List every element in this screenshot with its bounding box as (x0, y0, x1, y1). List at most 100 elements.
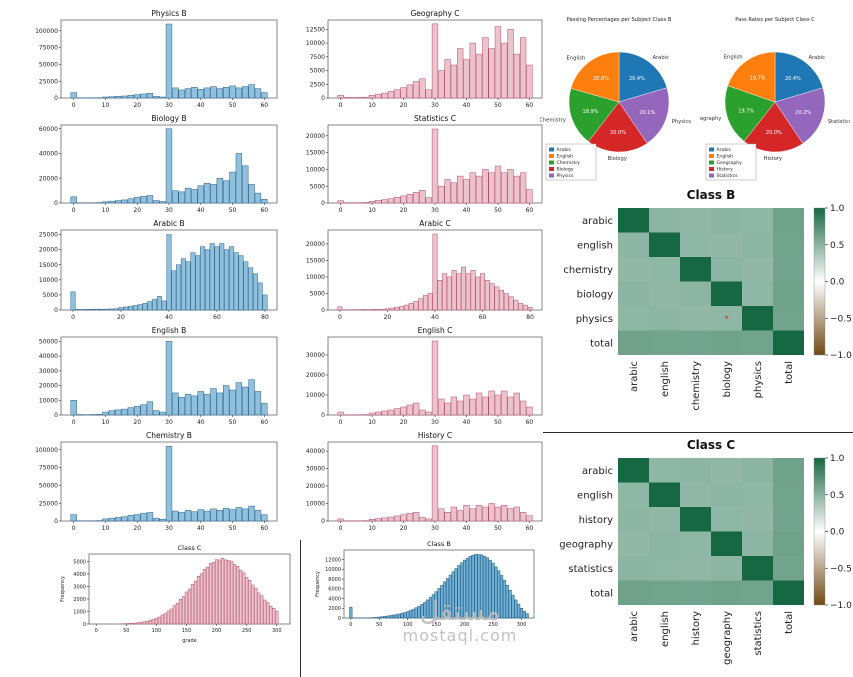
svg-text:Arabic C: Arabic C (419, 219, 450, 228)
heatmap-c-svg: Class C arabic arabic english english history… (559, 438, 852, 665)
svg-text:physics: physics (576, 314, 613, 325)
svg-text:15000: 15000 (306, 150, 325, 157)
pie-b-svg: Passing Percentages per Subject Class B A… (540, 17, 691, 181)
svg-text:50: 50 (229, 419, 237, 426)
svg-text:0: 0 (54, 412, 58, 419)
svg-text:100000: 100000 (35, 447, 58, 454)
svg-text:20000: 20000 (39, 383, 58, 390)
svg-text:Arabic: Arabic (808, 55, 825, 61)
svg-text:10000: 10000 (306, 501, 325, 508)
svg-text:40: 40 (197, 525, 205, 532)
svg-text:20: 20 (133, 525, 141, 532)
svg-text:50: 50 (376, 622, 382, 628)
svg-text:60: 60 (526, 419, 534, 426)
svg-text:20: 20 (133, 207, 141, 214)
svg-text:25000: 25000 (39, 232, 58, 239)
svg-text:Biology B: Biology B (151, 114, 186, 123)
svg-text:total: total (784, 611, 795, 634)
histogram-arabic-c: 0 5000 10000 15000 20000 0 20 40 60 80 Arabic C (292, 218, 548, 323)
svg-text:5000: 5000 (310, 183, 325, 190)
svg-text:statistics: statistics (568, 564, 613, 575)
svg-text:0: 0 (72, 207, 76, 214)
svg-text:20000: 20000 (39, 247, 58, 254)
svg-text:20: 20 (400, 207, 408, 214)
svg-text:20000: 20000 (306, 133, 325, 140)
svg-text:12500: 12500 (306, 26, 325, 33)
svg-text:40: 40 (165, 314, 173, 321)
svg-text:−0.5: −0.5 (830, 314, 852, 324)
svg-text:Pass Rates per Subject Class C: Pass Rates per Subject Class C (735, 17, 815, 23)
svg-text:75000: 75000 (39, 45, 58, 52)
svg-text:60: 60 (526, 525, 534, 532)
svg-text:40: 40 (463, 419, 471, 426)
svg-text:50000: 50000 (39, 483, 58, 490)
svg-text:40: 40 (463, 102, 471, 109)
histogram-english-c: 0 10000 20000 30000 0 10 20 30 40 50 60 English C (292, 325, 548, 428)
svg-text:Statistics C: Statistics C (414, 114, 456, 123)
svg-text:10: 10 (368, 525, 376, 532)
svg-text:Class B: Class B (427, 540, 451, 548)
svg-text:geography: geography (722, 611, 733, 665)
svg-text:5000: 5000 (43, 292, 58, 299)
svg-text:300: 300 (272, 628, 282, 634)
svg-text:12000: 12000 (325, 557, 341, 563)
svg-text:0: 0 (338, 616, 341, 622)
svg-text:total: total (590, 338, 613, 349)
svg-text:50: 50 (123, 628, 129, 634)
histogram-english-b: 0 10000 20000 30000 40000 50000 0 10 20 30 40 50 60 E… (25, 325, 283, 428)
svg-text:10000: 10000 (306, 40, 325, 47)
svg-text:40: 40 (431, 314, 439, 321)
svg-text:25000: 25000 (39, 78, 58, 85)
geography-c-svg: 0 2500 5000 7500 10000 12500 0 10 20 30 40 50 60 Geog… (306, 9, 543, 109)
svg-text:English: English (717, 154, 734, 160)
statistics-c-svg: 0 5000 10000 15000 20000 0 10 20 30 40 50 60 Statist… (306, 114, 543, 214)
svg-text:30: 30 (165, 525, 173, 532)
svg-text:20.0%: 20.0% (766, 130, 782, 136)
svg-text:English: English (567, 55, 586, 61)
svg-text:10: 10 (102, 207, 110, 214)
svg-text:Arabic: Arabic (717, 147, 732, 153)
svg-text:40: 40 (463, 525, 471, 532)
svg-text:Physics B: Physics B (151, 9, 186, 18)
svg-text:20: 20 (117, 314, 125, 321)
svg-text:50000: 50000 (39, 61, 58, 68)
svg-text:20.0%: 20.0% (610, 130, 626, 136)
svg-text:60: 60 (479, 314, 487, 321)
svg-text:5000: 5000 (310, 291, 325, 298)
english-b-svg: 0 10000 20000 30000 40000 50000 0 10 20 30 40 50 60 E… (39, 326, 278, 426)
svg-text:10: 10 (368, 207, 376, 214)
svg-text:50: 50 (229, 207, 237, 214)
svg-text:6000: 6000 (328, 587, 341, 593)
svg-text:10000: 10000 (306, 166, 325, 173)
svg-text:30000: 30000 (306, 466, 325, 473)
svg-text:0: 0 (54, 95, 58, 102)
svg-text:*: * (725, 314, 729, 323)
svg-text:20000: 20000 (306, 372, 325, 379)
svg-text:2500: 2500 (310, 81, 325, 88)
histogram-statistics-c: 0 5000 10000 15000 20000 0 10 20 30 40 50 60 Statist… (292, 113, 548, 216)
heatmap-class-c: Class C arabic arabic english english history… (552, 436, 852, 676)
svg-text:0: 0 (54, 307, 58, 314)
svg-text:0: 0 (321, 95, 325, 102)
svg-text:History C: History C (418, 431, 452, 440)
svg-text:Frequency: Frequency (60, 576, 66, 602)
svg-text:20: 20 (133, 102, 141, 109)
classc-bottom-svg: 0 1000 2000 3000 4000 5000 0 50 100 150 200 250 300 C… (60, 544, 291, 644)
svg-text:5000: 5000 (73, 559, 86, 565)
svg-text:30: 30 (431, 102, 439, 109)
svg-text:2000: 2000 (73, 597, 86, 603)
svg-text:60: 60 (526, 102, 534, 109)
svg-text:60: 60 (260, 419, 268, 426)
svg-text:8000: 8000 (328, 577, 341, 583)
svg-text:english: english (660, 611, 671, 647)
svg-text:2000: 2000 (328, 606, 341, 612)
svg-text:100000: 100000 (35, 28, 58, 35)
svg-text:English: English (724, 54, 743, 60)
svg-text:0.5: 0.5 (830, 241, 844, 251)
svg-text:Chemistry B: Chemistry B (146, 431, 192, 440)
svg-text:0: 0 (83, 622, 86, 628)
svg-text:−1.0: −1.0 (830, 601, 852, 611)
svg-text:50000: 50000 (39, 339, 58, 346)
bottom-divider (300, 540, 301, 677)
